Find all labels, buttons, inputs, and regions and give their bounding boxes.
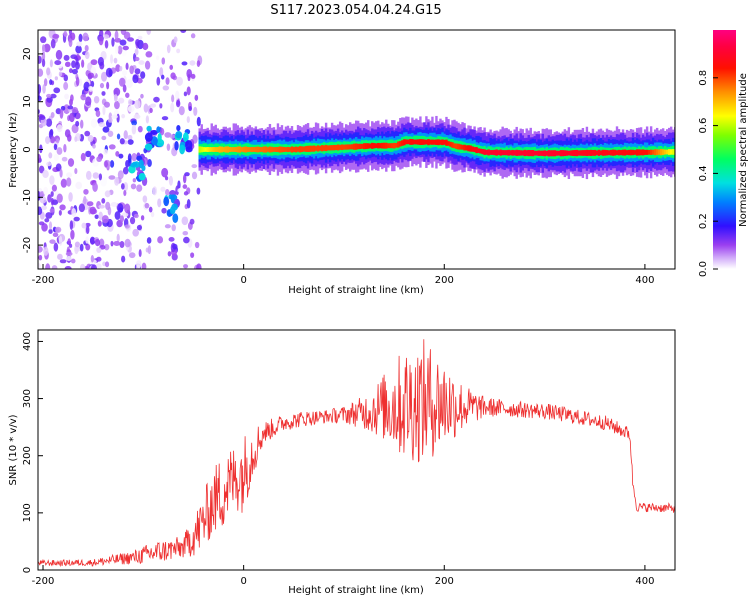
snr-y-label: SNR (10 * v/v) (8, 414, 19, 485)
colorbar-tick-label: 0.0 (698, 261, 709, 277)
spectrogram-plot (38, 30, 675, 269)
y-tick-label: 300 (22, 389, 33, 408)
x-tick-label: 200 (435, 275, 454, 286)
colorbar: 0.0 0.2 0.4 0.6 0.8 Normalized spectral ampl… (698, 30, 749, 277)
snr-series-line (38, 339, 675, 568)
colorbar-tick-label: 0.8 (698, 70, 709, 86)
y-tick-label: -10 (22, 189, 33, 205)
y-tick-label: -20 (22, 237, 33, 253)
y-tick-label: 200 (22, 446, 33, 465)
spectrogram-x-label: Height of straight line (km) (288, 285, 424, 296)
spectrogram-panel: -200 0 200 400 20 10 0 -10 -20 Height of straig… (8, 29, 676, 296)
x-tick-label: -200 (32, 576, 55, 587)
colorbar-gradient (713, 30, 736, 269)
spectrogram-y-ticks: 20 10 0 -10 -20 (22, 48, 43, 253)
colorbar-tick-label: 0.6 (698, 118, 709, 134)
x-tick-label: 200 (435, 576, 454, 587)
colorbar-tick-label: 0.4 (698, 165, 709, 181)
x-tick-label: 400 (635, 576, 654, 587)
snr-x-label: Height of straight line (km) (288, 585, 424, 596)
snr-panel: -200 0 200 400 0 100 200 300 400 Height of stra… (8, 329, 676, 596)
snr-y-ticks: 0 100 200 300 400 (22, 332, 43, 573)
y-tick-label: 100 (22, 503, 33, 522)
x-tick-label: 400 (635, 275, 654, 286)
spectrogram-y-label: Frequency (Hz) (8, 112, 19, 188)
y-tick-label: 0 (22, 567, 33, 573)
x-tick-label: 0 (240, 275, 246, 286)
ridge-band (198, 115, 675, 180)
x-tick-label: -200 (32, 275, 55, 286)
y-tick-label: 0 (22, 146, 33, 152)
snr-plot (38, 339, 675, 568)
y-tick-label: 400 (22, 332, 33, 351)
noise-blobs (38, 30, 203, 269)
snr-frame (37, 329, 676, 571)
y-tick-label: 10 (22, 95, 33, 108)
x-tick-label: 0 (240, 576, 246, 587)
snr-x-ticks: -200 0 200 400 (32, 565, 654, 587)
colorbar-tick-label: 0.2 (698, 213, 709, 229)
colorbar-label: Normalized spectral amplitude (738, 73, 749, 227)
spectrogram-x-ticks: -200 0 200 400 (32, 264, 654, 286)
y-tick-label: 20 (22, 48, 33, 61)
figure-title: S117.2023.054.04.24.G15 (270, 3, 441, 18)
colorbar-ticks: 0.0 0.2 0.4 0.6 0.8 (698, 70, 718, 277)
